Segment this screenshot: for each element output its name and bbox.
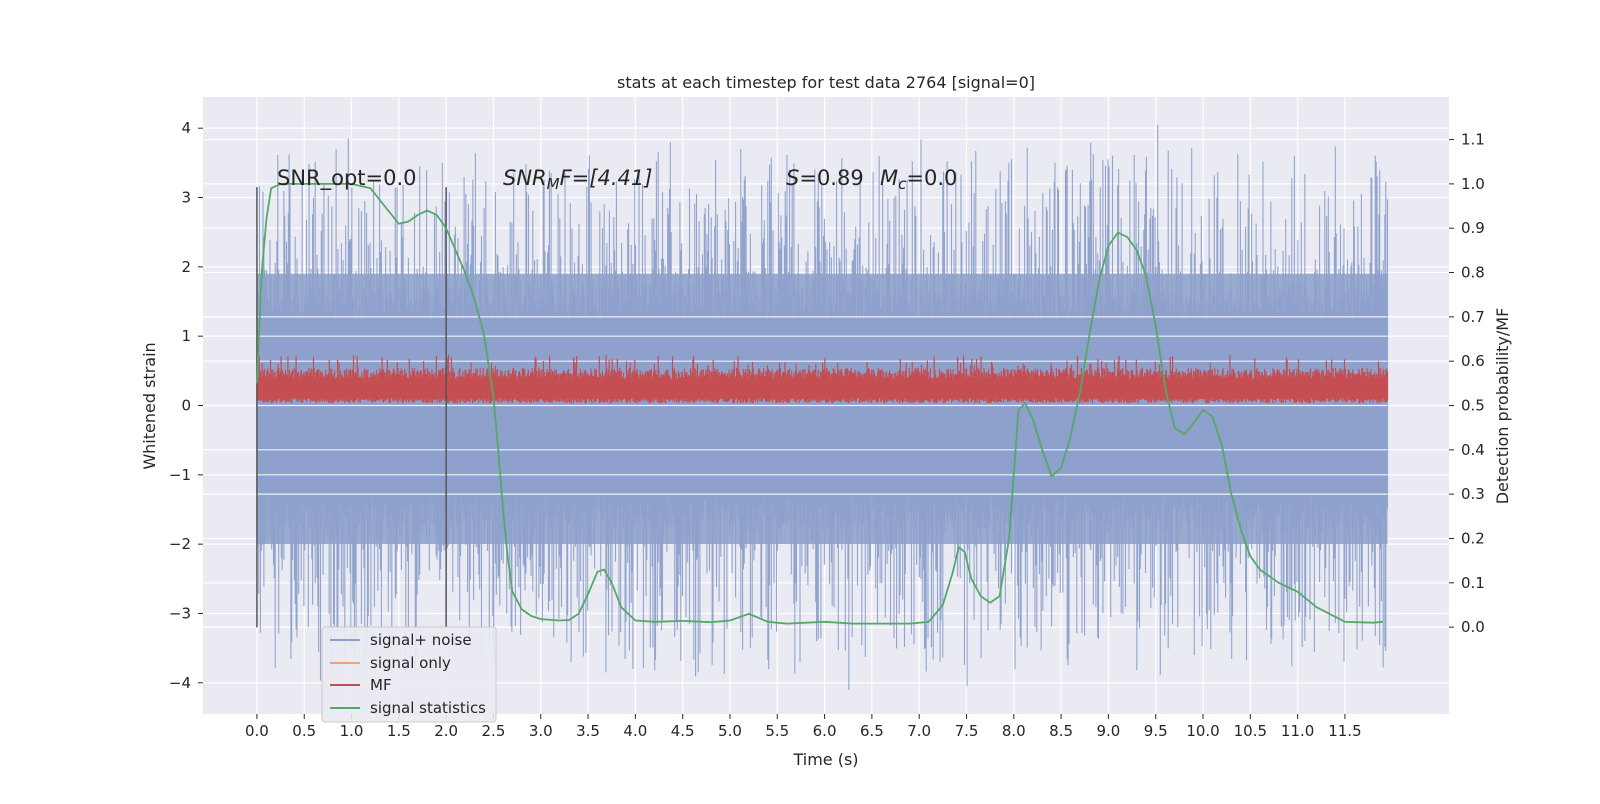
legend-label-signal-statistics: signal statistics xyxy=(370,699,486,717)
y-left-tick-label-7: 3 xyxy=(181,189,191,207)
y-left-ticks: −4 −3 −2 −1 0 1 2 3 4 xyxy=(169,119,203,692)
y-left-tick-label-1: −3 xyxy=(169,604,191,622)
snr-mf-suffix: F=[4.41] xyxy=(560,166,653,190)
mc-sub: c xyxy=(898,175,907,193)
x-tick-label-22: 11.0 xyxy=(1281,722,1314,740)
x-tick-label-13: 6.5 xyxy=(860,722,884,740)
x-tick-label-16: 8.0 xyxy=(1002,722,1026,740)
legend-label-signal-noise: signal+ noise xyxy=(370,631,472,649)
y-left-tick-label-0: −4 xyxy=(169,674,191,692)
x-tick-label-8: 4.0 xyxy=(623,722,647,740)
s-var: S xyxy=(786,166,799,190)
y-right-tick-label-10: 1.0 xyxy=(1461,175,1485,193)
y-right-tick-label-5: 0.5 xyxy=(1461,397,1485,415)
annotation-snr-mf: SNRMF=[4.41] xyxy=(503,166,652,193)
grid-overlay xyxy=(256,316,1388,495)
y-left-tick-label-5: 1 xyxy=(181,327,191,345)
annotation-s: S=0.89 xyxy=(786,166,864,190)
y-left-tick-label-6: 2 xyxy=(181,258,191,276)
y-right-tick-label-8: 0.8 xyxy=(1461,264,1485,282)
signal-statistics-line xyxy=(256,183,1383,625)
x-tick-label-18: 9.0 xyxy=(1096,722,1120,740)
x-tick-label-5: 2.5 xyxy=(482,722,506,740)
y-right-tick-label-4: 0.4 xyxy=(1461,441,1485,459)
y-right-tick-label-1: 0.1 xyxy=(1461,574,1485,592)
y-left-tick-label-3: −1 xyxy=(169,466,191,484)
y-right-axis-label: Detection probability/MF xyxy=(1493,308,1512,505)
x-tick-label-4: 2.0 xyxy=(434,722,458,740)
x-tick-label-14: 7.0 xyxy=(907,722,931,740)
x-tick-label-9: 4.5 xyxy=(671,722,695,740)
x-tick-label-12: 6.0 xyxy=(813,722,837,740)
y-left-axis-label: Whitened strain xyxy=(140,342,159,469)
s-value: =0.89 xyxy=(799,166,863,190)
y-right-tick-label-9: 0.9 xyxy=(1461,219,1485,237)
x-tick-label-6: 3.0 xyxy=(529,722,553,740)
x-tick-label-17: 8.5 xyxy=(1049,722,1073,740)
y-right-tick-label-6: 0.6 xyxy=(1461,352,1485,370)
x-tick-label-10: 5.0 xyxy=(718,722,742,740)
annotation-mc: Mc=0.0 xyxy=(880,166,957,193)
x-tick-label-7: 3.5 xyxy=(576,722,600,740)
chart-title: stats at each timestep for test data 276… xyxy=(617,73,1035,92)
legend: signal+ noise signal only MF signal stat… xyxy=(321,626,497,723)
x-tick-label-2: 1.0 xyxy=(340,722,364,740)
x-tick-label-21: 10.5 xyxy=(1234,722,1267,740)
y-right-tick-label-0: 0.0 xyxy=(1461,618,1485,636)
x-tick-label-3: 1.5 xyxy=(387,722,411,740)
snr-mf-sub: M xyxy=(547,175,560,193)
y-right-tick-label-2: 0.2 xyxy=(1461,529,1485,547)
x-tick-label-0: 0.0 xyxy=(245,722,269,740)
legend-label-signal-only: signal only xyxy=(370,654,451,672)
y-left-tick-label-8: 4 xyxy=(181,119,191,137)
x-tick-label-23: 11.5 xyxy=(1328,722,1361,740)
x-tick-label-19: 9.5 xyxy=(1144,722,1168,740)
y-left-tick-label-2: −2 xyxy=(169,535,191,553)
legend-box xyxy=(321,626,497,723)
snr-mf-prefix: SNR xyxy=(503,166,547,190)
x-tick-label-11: 5.5 xyxy=(765,722,789,740)
y-right-tick-label-11: 1.1 xyxy=(1461,131,1485,149)
y-right-tick-label-3: 0.3 xyxy=(1461,485,1485,503)
mc-var: M xyxy=(880,166,898,190)
x-ticks: 0.0 0.5 1.0 1.5 2.0 2.5 3.0 3.5 4.0 4.5 5.0 5.5 6.0 6… xyxy=(245,714,1362,740)
noise-series xyxy=(256,124,1389,690)
legend-label-mf: MF xyxy=(370,676,392,694)
y-right-tick-label-7: 0.7 xyxy=(1461,308,1485,326)
mc-value: =0.0 xyxy=(906,166,957,190)
vertical-markers xyxy=(256,187,447,628)
x-axis-label: Time (s) xyxy=(792,750,858,769)
annotation-snr-opt: SNR_opt=0.0 xyxy=(277,166,417,191)
signal-statistics-series xyxy=(256,183,1383,625)
x-tick-label-20: 10.0 xyxy=(1186,722,1219,740)
y-left-tick-label-4: 0 xyxy=(181,397,191,415)
x-tick-label-15: 7.5 xyxy=(955,722,979,740)
x-tick-label-1: 0.5 xyxy=(292,722,316,740)
y-right-ticks: 0.0 0.1 0.2 0.3 0.4 0.5 0.6 0.7 0.8 0.9 1.0 1.1 xyxy=(1449,131,1485,636)
